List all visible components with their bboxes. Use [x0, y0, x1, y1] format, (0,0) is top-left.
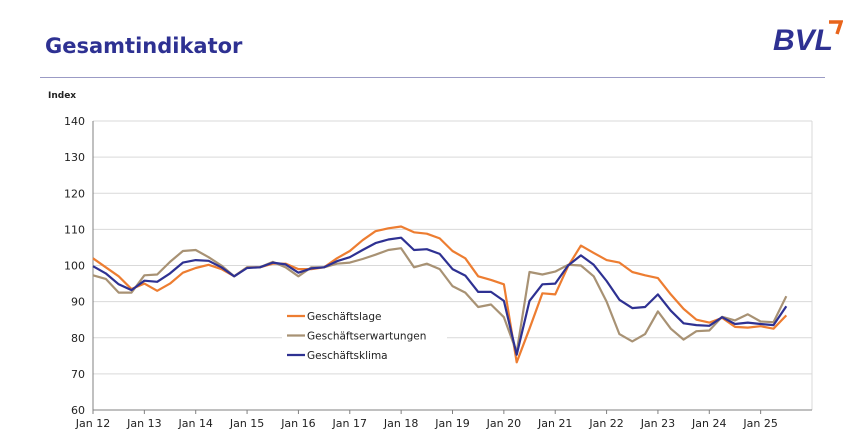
- y-tick-label: 100: [64, 260, 85, 273]
- y-tick-label: 110: [64, 223, 85, 236]
- page-title: Gesamtindikator: [45, 34, 243, 58]
- y-tick-label: 60: [71, 404, 85, 417]
- chart-series: [92, 225, 788, 364]
- header-divider: [40, 77, 825, 78]
- x-tick-label: Jan 20: [486, 417, 521, 430]
- series-line-0: [92, 225, 788, 364]
- bvl-logo: BVL: [773, 20, 843, 56]
- y-tick-label: 80: [71, 332, 85, 345]
- chart-axes: 60 70 80 90 100 110 120 130 140 Jan 12 Jan 13 Jan 1…: [64, 115, 812, 430]
- legend-label-0: Geschäftslage: [307, 311, 382, 323]
- chart-legend: Geschäftslage Geschäftserwartungen Geschäf…: [282, 303, 447, 366]
- legend-box: [282, 303, 447, 366]
- x-tick-label: Jan 16: [280, 417, 315, 430]
- y-axis-label: Index: [48, 91, 76, 101]
- x-tick-label: Jan 14: [177, 417, 212, 430]
- x-tick-label: Jan 25: [742, 417, 777, 430]
- y-tick-label: 140: [64, 115, 85, 128]
- x-tick-label: Jan 18: [383, 417, 418, 430]
- x-tick-label: Jan 17: [332, 417, 367, 430]
- y-tick-label: 70: [71, 368, 85, 381]
- legend-label-1: Geschäftserwartungen: [307, 331, 426, 343]
- x-tick-label: Jan 12: [75, 417, 110, 430]
- bvl-logo-accent: [829, 20, 843, 35]
- x-tick-label: Jan 24: [691, 417, 726, 430]
- x-tick-label: Jan 21: [537, 417, 572, 430]
- legend-label-2: Geschäftsklima: [307, 350, 388, 362]
- series-line-1: [92, 247, 788, 354]
- y-tick-label: 130: [64, 151, 85, 164]
- y-tick-label: 120: [64, 187, 85, 200]
- bvl-logo-text: BVL: [773, 24, 833, 56]
- x-tick-label: Jan 22: [588, 417, 623, 430]
- x-tick-label: Jan 23: [640, 417, 675, 430]
- y-tick-label: 90: [71, 296, 85, 309]
- x-tick-label: Jan 15: [229, 417, 264, 430]
- series-line-2: [92, 236, 788, 356]
- x-tick-label: Jan 13: [126, 417, 161, 430]
- x-tick-label: Jan 19: [434, 417, 469, 430]
- chart-grid: [93, 120, 813, 411]
